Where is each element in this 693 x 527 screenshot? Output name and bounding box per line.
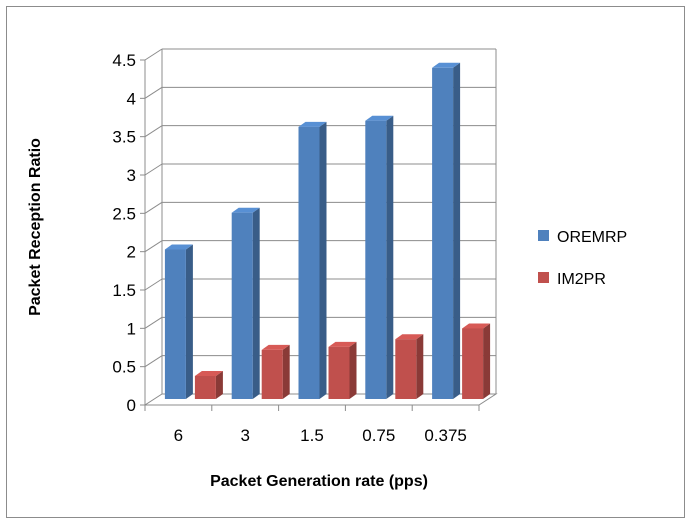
- bar-top: [395, 334, 424, 340]
- bar-front: [328, 346, 350, 399]
- x-tick-label: 3: [240, 426, 249, 445]
- x-axis-title: Packet Generation rate (pps): [210, 473, 428, 490]
- y-tick-label: 1.5: [112, 281, 136, 300]
- bar-im2pr-1.5: [328, 341, 357, 399]
- bar-front: [462, 328, 484, 399]
- y-tick-label: 2: [127, 243, 136, 262]
- axes: [140, 49, 480, 411]
- y-tick-label: 2.5: [112, 204, 136, 223]
- bars: [164, 62, 491, 400]
- y-tick-label: 1: [127, 319, 136, 338]
- bar-side: [185, 244, 193, 399]
- tick-labels: 0 0.5 1 1.5 2 2.5 3 3.5 4 4.5 6 3 1.5 0.75 0.375: [112, 51, 467, 445]
- bar-side: [319, 121, 327, 399]
- bar-im2pr-0.375: [462, 323, 491, 399]
- bar-oremrp-0.75: [365, 115, 394, 399]
- gridline-side: [144, 355, 163, 368]
- bar-front: [365, 120, 387, 399]
- bar-side: [483, 323, 491, 399]
- bar-chart-3d: 0 0.5 1 1.5 2 2.5 3 3.5 4 4.5 6 3 1.5 0.75 0.375 Packe…: [27, 48, 627, 490]
- x-tick-label: 0.75: [362, 426, 395, 445]
- chart-frame: 0 0.5 1 1.5 2 2.5 3 3.5 4 4.5 6 3 1.5 0.75 0.375 Packe…: [6, 6, 685, 518]
- bar-front: [298, 126, 320, 399]
- bar-oremrp-0.375: [432, 62, 461, 400]
- bar-oremrp-1.5: [298, 121, 327, 399]
- bar-top: [231, 207, 260, 213]
- bar-side: [453, 62, 461, 400]
- legend-swatch: [538, 230, 549, 241]
- bar-top: [328, 341, 357, 347]
- legend: OREMRP IM2PR: [538, 229, 627, 288]
- bar-top: [462, 323, 491, 329]
- gridline-side: [144, 86, 163, 99]
- gridline-side: [144, 316, 163, 329]
- bar-front: [261, 349, 283, 399]
- legend-swatch: [538, 272, 549, 283]
- y-tick-label: 0: [127, 396, 136, 415]
- bar-top: [261, 344, 290, 350]
- gridline-side: [144, 240, 163, 253]
- bar-side: [252, 207, 260, 399]
- x-tick-label: 6: [174, 426, 183, 445]
- x-tick-label: 1.5: [300, 426, 324, 445]
- gridline-side: [144, 278, 163, 291]
- bar-front: [194, 376, 216, 399]
- bar-front: [432, 67, 454, 400]
- bar-top: [432, 62, 461, 68]
- bar-im2pr-0.75: [395, 334, 424, 399]
- legend-item-oremrp: OREMRP: [538, 229, 627, 246]
- y-tick-label: 4: [127, 89, 136, 108]
- bar-oremrp-3: [231, 207, 260, 399]
- bar-im2pr-6: [194, 371, 223, 399]
- bar-top: [164, 244, 193, 250]
- legend-item-im2pr: IM2PR: [538, 271, 606, 288]
- x-tick-label: 0.375: [424, 426, 467, 445]
- bar-side: [416, 334, 424, 399]
- legend-label: OREMRP: [557, 229, 627, 246]
- gridline-side: [144, 125, 163, 138]
- bar-top: [194, 371, 223, 376]
- bar-top: [365, 115, 394, 121]
- gridline-side: [144, 48, 163, 61]
- y-axis-title: Packet Reception Ratio: [27, 138, 44, 316]
- bar-front: [164, 249, 186, 399]
- bar-front: [231, 212, 253, 399]
- y-tick-label: 3.5: [112, 128, 136, 147]
- y-tick-label: 4.5: [112, 51, 136, 70]
- bar-top: [298, 121, 327, 127]
- bar-oremrp-6: [164, 244, 193, 399]
- gridline-side: [144, 163, 163, 176]
- legend-label: IM2PR: [557, 271, 606, 288]
- gridline-side: [144, 201, 163, 214]
- bar-side: [349, 341, 357, 399]
- bar-im2pr-3: [261, 344, 290, 399]
- bar-side: [282, 344, 290, 399]
- bar-front: [395, 339, 417, 399]
- y-tick-label: 3: [127, 166, 136, 185]
- y-tick-label: 0.5: [112, 358, 136, 377]
- bar-side: [386, 115, 394, 399]
- bar-side: [215, 371, 223, 399]
